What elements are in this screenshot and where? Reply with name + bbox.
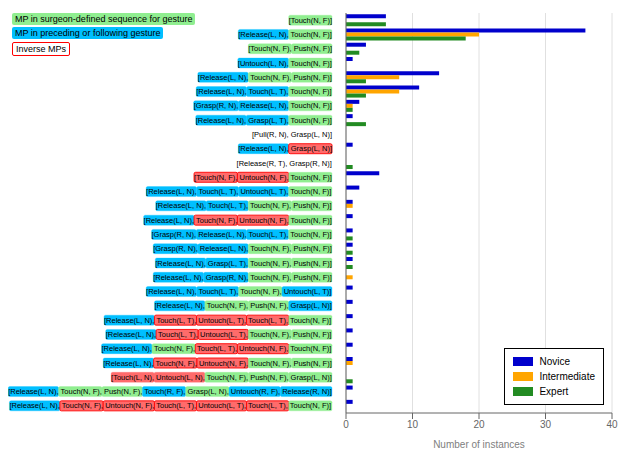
svg-text:[Release(L, N), Grasp(L, T), T: [Release(L, N), Grasp(L, T), Touch(N, F)…: [196, 116, 332, 125]
svg-text:[Release(L, N), Touch(L, T), U: [Release(L, N), Touch(L, T), Untouch(L, …: [106, 330, 332, 339]
svg-text:[Release(L, N), Touch(L, T), U: [Release(L, N), Touch(L, T), Untouch(L, …: [104, 316, 331, 325]
svg-text:[Release(L, N), Touch(N, F), P: [Release(L, N), Touch(N, F), Push(N, F)]: [198, 73, 332, 82]
svg-text:[Touch(N, F)]: [Touch(N, F)]: [289, 16, 332, 25]
html-text:MP in surgeon-defined sequence: MP in surgeon-defined sequence for gestu…: [15, 14, 193, 25]
svg-text:[Release(L, N), Touch(L, T), T: [Release(L, N), Touch(L, T), Touch(N, F)…: [146, 287, 331, 296]
svg-text:[Release(L, N), Touch(N, F)]: [Release(L, N), Touch(N, F)]: [238, 30, 332, 39]
html-text:MP in preceding or following g: MP in preceding or following gesture: [15, 28, 161, 39]
svg-text:[Release(L, N), Touch(N, F), U: [Release(L, N), Touch(N, F), Untouch(N, …: [9, 401, 331, 410]
svg-text:0: 0: [343, 419, 349, 430]
html-text:Novice: Novice: [539, 356, 570, 367]
svg-text:[Release(R, T), Grasp(R, N)]: [Release(R, T), Grasp(R, N)]: [237, 159, 332, 168]
svg-text:[Release(L, N), Touch(N, F), P: [Release(L, N), Touch(N, F), Push(N, F),…: [8, 387, 332, 396]
html-text:Inverse MPs: Inverse MPs: [16, 43, 66, 54]
svg-text:[Release(L, N), Touch(L, T), U: [Release(L, N), Touch(L, T), Untouch(L, …: [146, 187, 331, 196]
svg-text:[Grasp(R, N), Release(L, N), T: [Grasp(R, N), Release(L, N), Touch(N, F)…: [194, 101, 332, 110]
svg-text:[Release(L, N), Touch(N, F), U: [Release(L, N), Touch(N, F), Untouch(N, …: [103, 359, 332, 368]
svg-text:[Release(L, N), Grasp(L, T), T: [Release(L, N), Grasp(L, T), Touch(N, F)…: [155, 259, 331, 268]
svg-text:[Release(L, N), Touch(L, T), T: [Release(L, N), Touch(L, T), Touch(N, F)…: [196, 87, 331, 96]
svg-text:[Touch(N, F), Untouch(N, F), T: [Touch(N, F), Untouch(N, F), Touch(N, F)…: [194, 173, 332, 182]
svg-text:[Release(L, N), Touch(N, F), P: [Release(L, N), Touch(N, F), Push(N, F),…: [154, 301, 331, 310]
svg-text:30: 30: [540, 419, 552, 430]
svg-text:[Release(L, N), Touch(N, F), T: [Release(L, N), Touch(N, F), Touch(L, T)…: [102, 344, 332, 353]
svg-text:[Touch(L, N), Untouch(L, N), T: [Touch(L, N), Untouch(L, N), Touch(N, F)…: [111, 373, 332, 382]
svg-text:[Touch(N, F), Push(N, F)]: [Touch(N, F), Push(N, F)]: [248, 44, 332, 53]
svg-text:40: 40: [606, 419, 618, 430]
svg-text:[Untouch(L, N), Touch(N, F)]: [Untouch(L, N), Touch(N, F)]: [238, 59, 332, 68]
svg-text:[Release(L, N), Grasp(R, N), T: [Release(L, N), Grasp(R, N), Touch(N, F)…: [153, 273, 332, 282]
svg-text:[Pull(R, N), Grasp(L, N)]: [Pull(R, N), Grasp(L, N)]: [252, 130, 332, 139]
svg-text:[Grasp(R, N), Release(L, N), T: [Grasp(R, N), Release(L, N), Touch(N, F)…: [153, 244, 332, 253]
svg-text:10: 10: [407, 419, 419, 430]
svg-text:20: 20: [473, 419, 485, 430]
html-text:Expert: Expert: [539, 386, 569, 397]
svg-text:Number of instances: Number of instances: [433, 439, 525, 450]
svg-text:[Grasp(R, N), Release(L, N), T: [Grasp(R, N), Release(L, N), Touch(L, T)…: [152, 230, 332, 239]
svg-text:[Release(L, N), Touch(N, F), U: [Release(L, N), Touch(N, F), Untouch(N, …: [144, 216, 332, 225]
svg-text:[Release(L, N), Touch(L, T), T: [Release(L, N), Touch(L, T), Touch(N, F)…: [156, 201, 332, 210]
html-text:Intermediate: Intermediate: [539, 371, 595, 382]
svg-text:[Release(L, N), Grasp(L, N)]: [Release(L, N), Grasp(L, N)]: [238, 144, 332, 153]
